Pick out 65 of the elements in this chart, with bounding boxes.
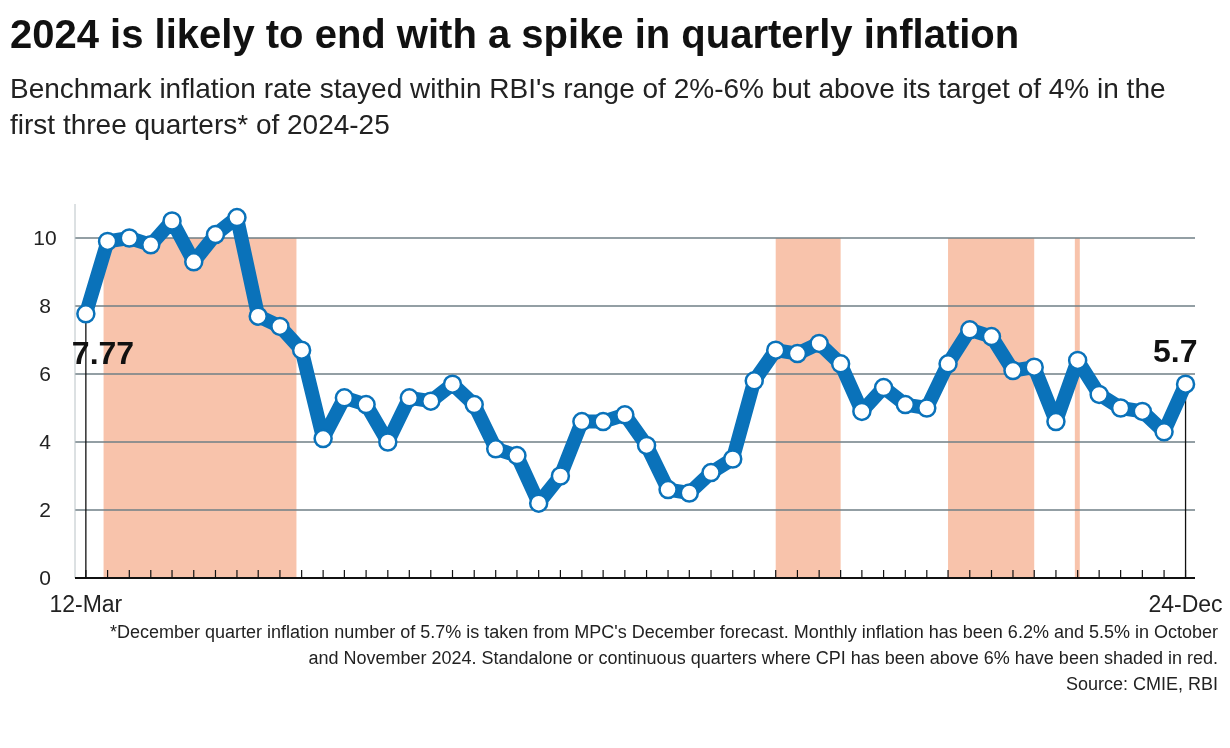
point (248, 306, 268, 326)
point (1046, 411, 1066, 432)
point (960, 320, 980, 340)
point (1132, 401, 1153, 422)
point (464, 394, 484, 415)
y-tick-label: 4 (39, 430, 52, 453)
point (787, 343, 808, 364)
point (97, 231, 118, 252)
point (615, 405, 635, 425)
point (658, 479, 678, 500)
x-tick-label: 12-Mar (49, 591, 123, 617)
x-tick-label: 24-Dec (1148, 591, 1223, 617)
point (507, 445, 527, 466)
point (141, 235, 161, 255)
point (830, 354, 851, 374)
point (744, 371, 764, 391)
point (895, 394, 916, 415)
chart-subtitle: Benchmark inflation rate stayed within RBI's range of 2%-6% but above its target of 4% in the first three quarters* of 2024-25 (10, 73, 1166, 140)
point (873, 377, 894, 398)
point (356, 394, 376, 415)
point (378, 432, 398, 452)
point (765, 340, 786, 360)
point (1003, 360, 1023, 381)
point (701, 462, 721, 483)
point (1067, 350, 1088, 371)
point (1154, 422, 1174, 442)
point (162, 211, 182, 231)
point (722, 449, 743, 469)
point (852, 401, 872, 422)
point (809, 333, 829, 354)
point (291, 340, 312, 360)
point (270, 316, 290, 337)
point (550, 466, 571, 486)
point (1110, 398, 1131, 418)
point (593, 411, 613, 432)
point (184, 252, 204, 272)
point (572, 411, 592, 432)
point (227, 207, 247, 228)
point (1089, 384, 1109, 405)
y-tick-label: 0 (39, 566, 51, 589)
y-tick-label: 6 (39, 362, 51, 385)
point (313, 428, 333, 449)
point (485, 439, 506, 459)
point (334, 388, 355, 408)
text: *December quarter inflation number of 5.7% is taken from MPC's December forecast. Monthly inflation has been 6.2% and 5.5% in October and November 2024. Standalone or continuous quarters where CPI has been above 6% have been shaded in red. (110, 622, 1219, 668)
point (442, 374, 463, 394)
point (917, 398, 937, 418)
point (1175, 374, 1196, 394)
point (1024, 357, 1044, 377)
y-tick-label: 8 (39, 294, 51, 317)
point (528, 493, 549, 513)
annotation: 5.7 (1153, 333, 1198, 370)
point (679, 483, 700, 503)
point (981, 326, 1002, 347)
point (938, 354, 958, 374)
y-tick-label: 10 (33, 226, 57, 249)
point (421, 391, 441, 411)
point (636, 435, 657, 456)
point (399, 388, 420, 408)
source-note: Source: CMIE, RBI (1065, 674, 1218, 694)
point (205, 224, 226, 245)
y-tick-label: 2 (39, 498, 51, 521)
chart-title: 2024 is likely to end with a spike in quarterly inflation (10, 12, 1020, 56)
point (76, 304, 96, 324)
point (119, 228, 140, 248)
